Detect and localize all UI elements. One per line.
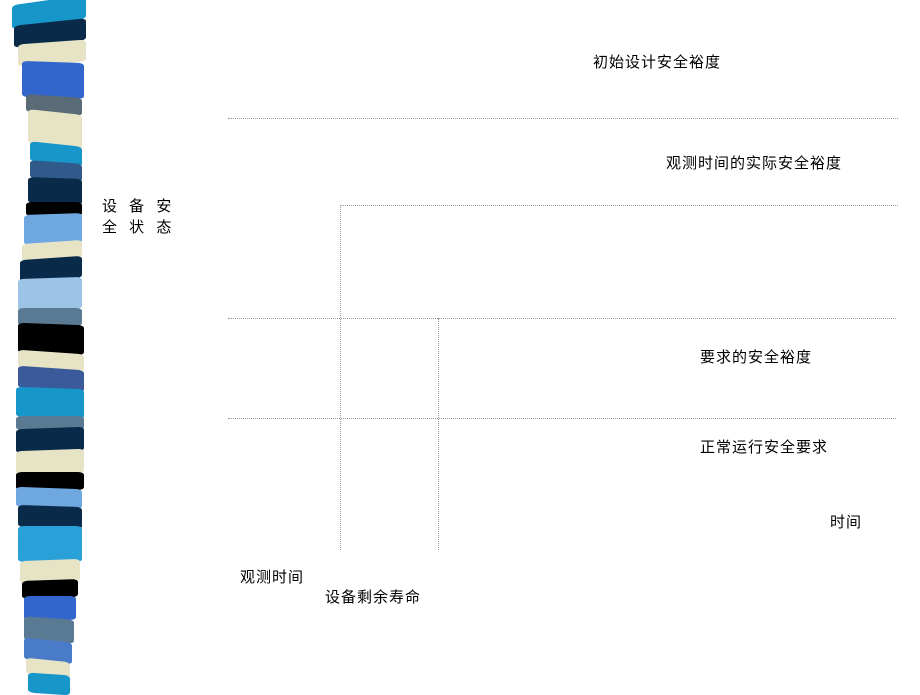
- diagram-label-l5: 时间: [830, 511, 862, 532]
- diagram-vline: [340, 205, 341, 550]
- wave-segment: [22, 61, 84, 99]
- wave-segment: [28, 673, 70, 695]
- diagram-label-l4: 正常运行安全要求: [700, 436, 828, 457]
- diagram-hline: [228, 318, 896, 319]
- safety-margin-diagram: 设 备 安 全 状 态 初始设计安全裕度观测时间的实际安全裕度要求的安全裕度正常…: [100, 0, 920, 690]
- diagram-label-l1: 初始设计安全裕度: [593, 51, 721, 72]
- diagram-label-l3: 要求的安全裕度: [700, 346, 812, 367]
- wave-segment: [18, 277, 82, 311]
- wave-segment: [28, 177, 82, 205]
- diagram-label-l2: 观测时间的实际安全裕度: [666, 152, 842, 173]
- diagram-label-l6: 观测时间: [240, 566, 304, 587]
- wave-segment: [18, 526, 82, 562]
- diagram-hline: [228, 118, 898, 119]
- wave-segment: [16, 387, 84, 419]
- diagram-hline: [228, 418, 896, 419]
- decorative-wave-bar: [18, 0, 86, 690]
- y-axis-label: 设 备 安 全 状 态: [102, 196, 202, 238]
- diagram-label-l7: 设备剩余寿命: [325, 586, 421, 607]
- diagram-vline: [438, 318, 439, 550]
- diagram-hline: [340, 205, 898, 206]
